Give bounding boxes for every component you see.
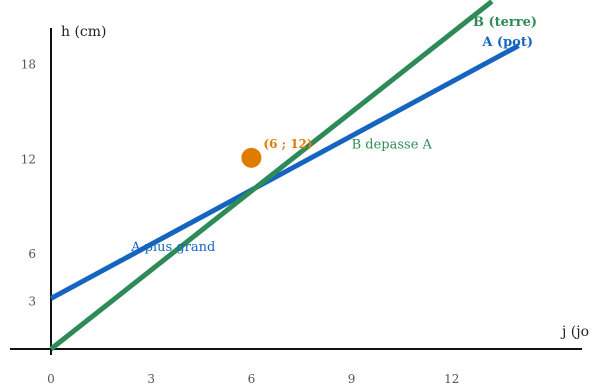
x-tick-label: 0 bbox=[47, 372, 55, 386]
annotation-b-depasse-a: B depasse A bbox=[352, 137, 433, 152]
legend-series-b: B (terre) bbox=[473, 15, 537, 30]
legend-series-a: A (pot) bbox=[481, 35, 533, 50]
highlight-point-label: (6 ; 12) bbox=[263, 137, 312, 151]
y-tick-label: 3 bbox=[28, 295, 36, 309]
x-axis-title: j (jo bbox=[560, 324, 589, 340]
y-tick-label: 6 bbox=[28, 247, 36, 261]
x-tick-label: 6 bbox=[248, 372, 256, 386]
x-tick-label: 3 bbox=[147, 372, 155, 386]
x-tick-label: 9 bbox=[348, 372, 356, 386]
highlight-point bbox=[241, 147, 262, 168]
y-tick-label: 18 bbox=[21, 58, 36, 72]
series-line-b bbox=[49, 0, 494, 351]
y-axis-title: h (cm) bbox=[61, 24, 107, 40]
series-line-a bbox=[49, 43, 520, 301]
x-tick-label: 12 bbox=[444, 372, 459, 386]
annotation-a-plus-grand: A plus grand bbox=[130, 240, 215, 255]
y-tick-label: 12 bbox=[21, 152, 36, 166]
